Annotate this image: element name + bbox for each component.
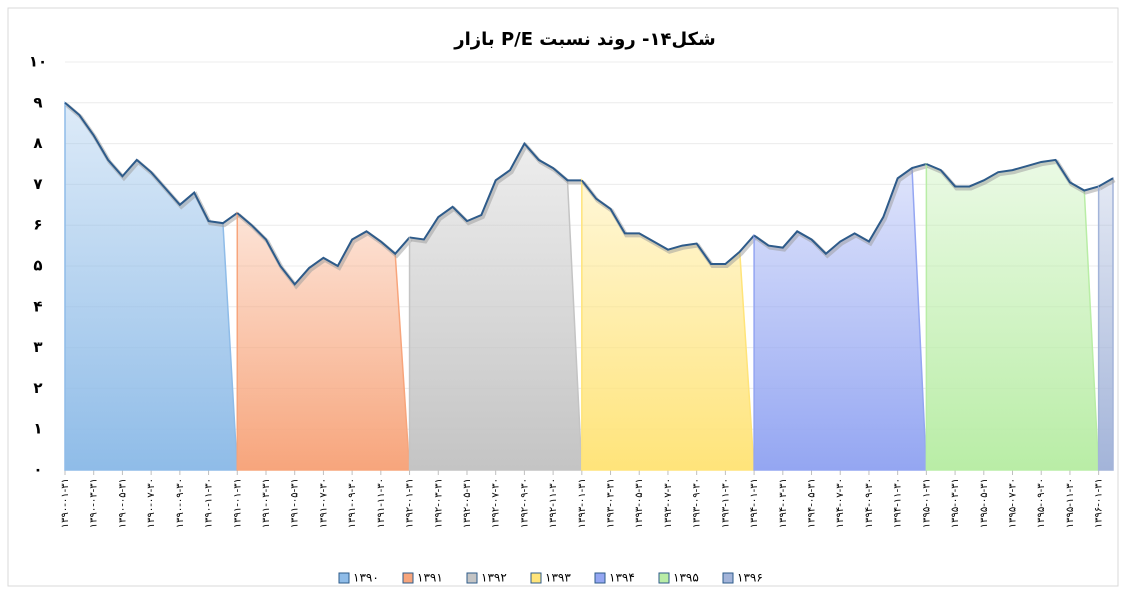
line [236, 212, 411, 286]
x-tick-label: ۱۳۹۴-۰۵-۳۱ [807, 478, 818, 528]
x-tick-label: ۱۳۹۰-۰۳-۳۱ [89, 478, 100, 528]
x-tick-label: ۱۳۹۳-۰۵-۳۱ [634, 478, 645, 528]
legend-label: ۱۳۹۰ [353, 571, 379, 585]
x-tick-label: ۱۳۹۳-۰۷-۳۰ [663, 478, 674, 528]
x-tick-label: ۱۳۹۳-۰۳-۳۱ [606, 478, 617, 528]
legend-swatch [530, 572, 542, 584]
y-tick-label: ۸ [33, 134, 42, 152]
legend-swatch [594, 572, 606, 584]
x-tick-label: ۱۳۹۵-۰۷-۳۰ [1008, 478, 1019, 528]
x-tick-label: ۱۳۹۱-۰۹-۳۰ [347, 478, 358, 528]
x-tick-label: ۱۳۹۲-۰۵-۳۱ [462, 478, 473, 528]
x-tick-label: ۱۳۹۱-۰۵-۳۱ [290, 478, 301, 528]
y-tick-label: ۲ [33, 379, 42, 397]
line [1098, 177, 1114, 188]
x-tick-label: ۱۳۹۵-۰۵-۳۱ [979, 478, 990, 528]
y-tick-label: ۹ [33, 93, 42, 111]
area [1097, 176, 1114, 471]
x-tick-label: ۱۳۹۴-۰۳-۳۱ [778, 478, 789, 528]
legend-label: ۱۳۹۶ [737, 571, 763, 585]
x-tick-label: ۱۳۹۰-۰۵-۳۱ [117, 478, 128, 528]
x-tick-label: ۱۳۹۲-۰۱-۳۱ [405, 478, 416, 528]
x-tick-label: ۱۳۹۳-۰۹-۳۰ [692, 478, 703, 528]
legend-swatch [338, 572, 350, 584]
x-tick-label: ۱۳۹۳-۱۱-۳۰ [720, 478, 731, 528]
x-tick-label: ۱۳۹۴-۰۱-۳۱ [749, 478, 760, 528]
y-tick-label: ۰ [33, 461, 42, 479]
line [581, 179, 755, 265]
x-tick-label: ۱۳۹۱-۰۳-۳۱ [261, 478, 272, 528]
line [925, 158, 1099, 192]
line-shadow [1099, 178, 1116, 191]
line [64, 102, 238, 225]
legend-swatch [658, 572, 670, 584]
x-tick-label: ۱۳۹۲-۰۷-۳۰ [491, 478, 502, 528]
legend-label: ۱۳۹۴ [609, 571, 635, 585]
x-tick-label: ۱۳۹۶-۰۱-۳۱ [1094, 478, 1105, 528]
legend-label: ۱۳۹۵ [673, 571, 699, 585]
x-tick-label: ۱۳۹۵-۰۹-۳۰ [1036, 478, 1047, 528]
chart-title: شکل۱۴- روند نسبت P/E بازار [453, 29, 715, 50]
legend-label: ۱۳۹۱ [417, 571, 443, 585]
legend-swatch [402, 572, 414, 584]
x-tick-label: ۱۳۹۰-۰۹-۳۰ [175, 478, 186, 528]
y-tick-label: ۴ [33, 297, 42, 315]
x-tick-label: ۱۳۹۵-۱۱-۳۰ [1065, 478, 1076, 528]
y-tick-label: ۷ [33, 175, 42, 193]
x-tick-label: ۱۳۹۳-۰۱-۳۱ [577, 478, 588, 528]
x-tick-label: ۱۳۹۱-۱۱-۳۰ [376, 478, 387, 528]
x-tick-label: ۱۳۹۴-۰۷-۳۰ [835, 478, 846, 528]
x-tick-label: ۱۳۹۱-۰۱-۳۱ [232, 478, 243, 528]
legend-label: ۱۳۹۳ [545, 571, 571, 585]
x-tick-label: ۱۳۹۲-۰۳-۳۱ [433, 478, 444, 528]
x-tick-label: ۱۳۹۲-۰۹-۳۰ [519, 478, 530, 528]
x-tick-label: ۱۳۹۱-۰۷-۳۰ [318, 478, 329, 528]
x-tick-label: ۱۳۹۵-۰۳-۳۱ [950, 478, 961, 528]
x-tick-label: ۱۳۹۰-۱۱-۳۰ [204, 478, 215, 528]
y-tick-label: ۶ [33, 216, 42, 234]
y-tick-label: ۱۰ [29, 53, 47, 71]
y-tick-label: ۳ [33, 338, 42, 356]
line [409, 141, 582, 241]
x-tick-label: ۱۳۹۲-۱۱-۳۰ [548, 478, 559, 528]
area [925, 159, 1100, 471]
line-shadow [754, 164, 929, 259]
x-tick-label: ۱۳۹۴-۰۹-۳۰ [864, 478, 875, 528]
legend-swatch [722, 572, 734, 584]
y-tick-label: ۵ [33, 257, 42, 275]
legend-swatch [466, 572, 478, 584]
x-tick-label: ۱۳۹۰-۰۷-۳۰ [146, 478, 157, 528]
x-tick-label: ۱۳۹۰-۰۱-۳۱ [60, 478, 71, 528]
y-tick-label: ۱ [33, 420, 42, 438]
legend-label: ۱۳۹۲ [481, 571, 507, 585]
line [753, 163, 927, 256]
x-tick-label: ۱۳۹۵-۰۱-۳۱ [921, 478, 932, 528]
x-tick-label: ۱۳۹۴-۱۱-۳۰ [893, 478, 904, 528]
